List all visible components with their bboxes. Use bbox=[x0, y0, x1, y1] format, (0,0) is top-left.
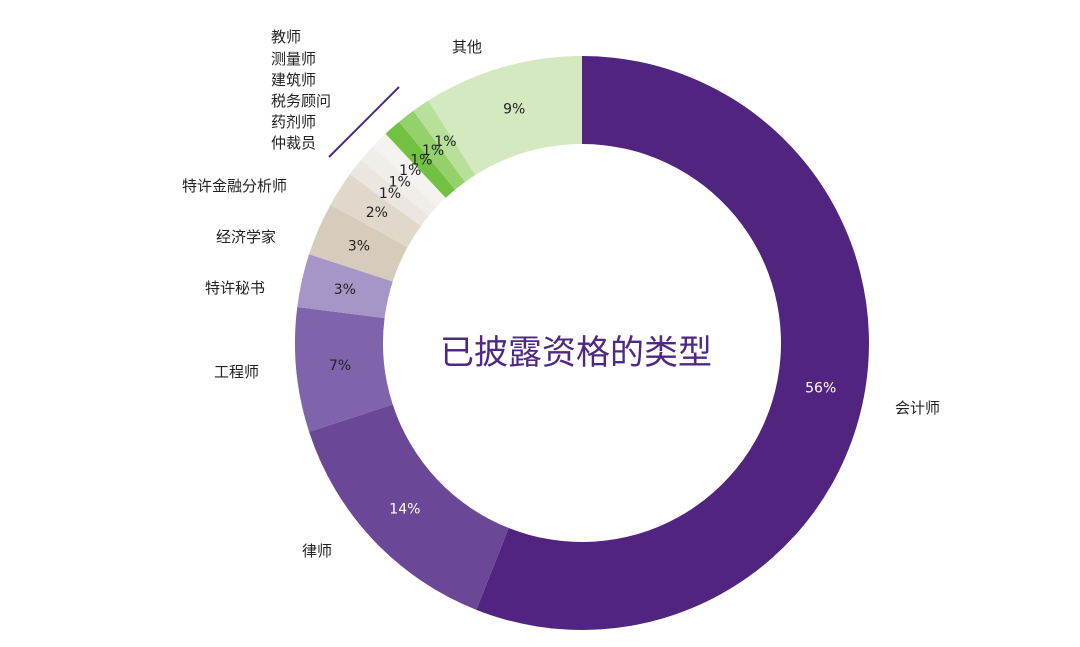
grouped-label-surveyor: 测量师 bbox=[271, 50, 316, 68]
slices-layer bbox=[294, 56, 870, 630]
donut-slice bbox=[372, 133, 446, 207]
grouped-label-tax-advisor: 税务顾问 bbox=[271, 92, 331, 110]
grouped-label-arbitrator: 仲裁员 bbox=[271, 134, 316, 152]
slice-value-label: 1% bbox=[422, 143, 444, 159]
grouped-label-teacher: 教师 bbox=[271, 28, 301, 46]
slice-value-label: 1% bbox=[434, 134, 456, 150]
category-labels-layer: 会计师 律师 工程师 特许秘书 经济学家 特许金融分析师 其他 教师 测量师 建… bbox=[182, 28, 940, 560]
slice-value-label: 1% bbox=[389, 174, 411, 190]
slice-value-label: 1% bbox=[399, 163, 421, 179]
slice-value-label: 2% bbox=[366, 205, 388, 221]
category-label-accountant: 会计师 bbox=[895, 399, 940, 417]
grouped-label-leader-line bbox=[328, 86, 400, 158]
category-label-chartered-secretary: 特许秘书 bbox=[205, 279, 265, 297]
slice-value-label: 1% bbox=[379, 186, 401, 202]
slice-value-label: 3% bbox=[334, 282, 356, 298]
donut-slice bbox=[330, 174, 422, 248]
slice-value-label: 7% bbox=[329, 358, 351, 374]
grouped-label-architect: 建筑师 bbox=[271, 71, 316, 89]
donut-slice bbox=[428, 56, 582, 175]
donut-slice bbox=[294, 307, 393, 432]
slice-value-label: 3% bbox=[348, 238, 370, 254]
category-label-other: 其他 bbox=[452, 38, 482, 56]
category-label-cfa: 特许金融分析师 bbox=[182, 177, 287, 195]
donut-slice bbox=[297, 254, 393, 319]
value-labels-layer: 56%14%7%3%3%2%1%1%1%1%1%1%9% bbox=[329, 102, 836, 518]
slice-value-label: 9% bbox=[503, 102, 525, 118]
donut-slice bbox=[413, 100, 476, 183]
donut-slice bbox=[360, 146, 437, 217]
category-label-economist: 经济学家 bbox=[216, 228, 276, 246]
slice-value-label: 1% bbox=[410, 153, 432, 169]
donut-slice bbox=[385, 121, 456, 198]
donut-slice bbox=[309, 404, 509, 610]
category-label-engineer: 工程师 bbox=[214, 363, 259, 381]
donut-slice bbox=[349, 160, 429, 227]
category-label-lawyer: 律师 bbox=[302, 542, 332, 560]
donut-slice bbox=[309, 204, 408, 282]
donut-slice bbox=[399, 110, 466, 190]
slice-value-label: 56% bbox=[805, 381, 836, 397]
chart-title: 已披露资格的类型 bbox=[440, 333, 712, 373]
grouped-label-pharmacist: 药剂师 bbox=[271, 113, 316, 131]
donut-slice bbox=[476, 56, 870, 630]
slice-value-label: 14% bbox=[389, 501, 420, 517]
